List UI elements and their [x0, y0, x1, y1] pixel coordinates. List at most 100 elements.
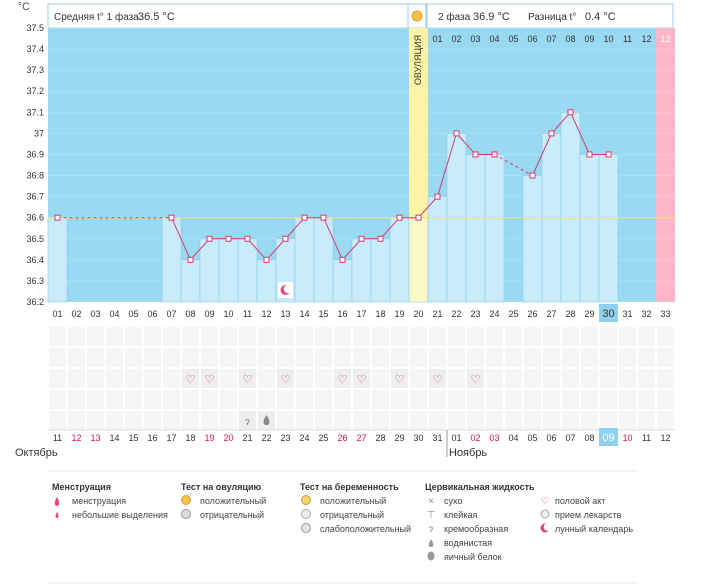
date-label: 21: [242, 433, 252, 443]
temperature-bar: [218, 238, 239, 303]
moon-icon-cutout: [543, 523, 552, 531]
grid-cell: [600, 327, 617, 346]
legend-cervical-title: Цервикальная жидкость: [425, 482, 535, 492]
grid-cell: [201, 390, 218, 409]
grid-cell: [581, 327, 598, 346]
date-label: 03: [489, 433, 499, 443]
grid-cell: [486, 348, 503, 367]
sex-cell: [353, 369, 370, 388]
grid-cell: [600, 390, 617, 409]
temperature-bar: [408, 217, 429, 303]
grid-cell: [68, 348, 85, 367]
data-point: [320, 214, 327, 221]
cycle-day-label: 26: [527, 309, 537, 319]
water-drop-icon: [428, 539, 434, 547]
grid-cell: [581, 411, 598, 430]
series-line: [190, 238, 210, 261]
grid-cell: [543, 348, 560, 367]
grid-cell: [410, 390, 427, 409]
ovulation-label: ОВУЛЯЦИЯ: [413, 35, 423, 85]
grid-cell: [106, 327, 123, 346]
symptom-grid: ♡ ♡ ♡ ♡ ♡ ♡ ♡ ♡ ♡ ɂ: [49, 327, 674, 430]
cycle-day-label: 23: [470, 309, 480, 319]
grid-cell: [49, 390, 66, 409]
legend-cervical-item: сухо: [444, 496, 462, 506]
grid-cell: [600, 411, 617, 430]
grid-cell: [220, 390, 237, 409]
grid-cell: [448, 411, 465, 430]
grid-cell: [543, 369, 560, 388]
legend-ovulation-test: Тест на овуляцию положительный отрицател…: [181, 482, 266, 520]
grid-cell: [315, 348, 332, 367]
date-label: 12: [660, 433, 670, 443]
grid-cell: [87, 390, 104, 409]
sticky-icon: ⊤: [427, 510, 436, 521]
grid-cell: [125, 327, 142, 346]
grid-cell: [163, 327, 180, 346]
grid-cell: [182, 390, 199, 409]
grid-cell: [372, 327, 389, 346]
heart-icon: ♡: [186, 374, 196, 386]
grid-cell: [581, 369, 598, 388]
date-label: 14: [109, 433, 119, 443]
top-day-label: 09: [584, 34, 594, 44]
grid-cell: [638, 327, 655, 346]
date-label: 13: [90, 433, 100, 443]
legend-cervical-item: клейкая: [444, 510, 477, 520]
top-day-label: 06: [527, 34, 537, 44]
grid-cell: [448, 390, 465, 409]
grid-cell: [638, 390, 655, 409]
date-label: 11: [53, 433, 62, 443]
temperature-bar: [465, 154, 486, 303]
pregnancy-negative-icon: [301, 509, 311, 519]
date-label: 17: [166, 433, 176, 443]
data-point: [358, 235, 365, 242]
grid-cell: [581, 390, 598, 409]
date-label: 06: [546, 433, 556, 443]
grid-cell: [258, 369, 275, 388]
date-label: 31: [432, 433, 442, 443]
data-point: [586, 151, 593, 158]
grid-cell: [49, 369, 66, 388]
date-label: 27: [356, 433, 366, 443]
grid-cell: [87, 327, 104, 346]
date-label: 22: [261, 433, 271, 443]
cycle-day-label: 14: [299, 309, 309, 319]
temperature-bar: [560, 112, 581, 303]
grid-cell: [220, 348, 237, 367]
grid-cell: [144, 348, 161, 367]
cycle-day-label: 09: [204, 309, 214, 319]
y-tick-label: 36.4: [26, 255, 44, 265]
series-line: [323, 217, 343, 261]
grid-cell: [619, 390, 636, 409]
chart-header: °C Средняя t° 1 фаза 36.5 °C 2 фаза 36.9…: [18, 1, 674, 29]
date-label: 15: [128, 433, 138, 443]
temperature-bar: [256, 259, 277, 303]
data-point: [187, 256, 194, 263]
grid-cell: [448, 348, 465, 367]
grid-cell: [125, 348, 142, 367]
top-label-bg: [656, 30, 675, 46]
grid-cell: [315, 411, 332, 430]
cycle-day-label: 11: [243, 309, 252, 319]
ovulation-negative-icon: [181, 509, 191, 519]
grid-cell: [296, 327, 313, 346]
grid-cell: [220, 411, 237, 430]
data-point: [282, 235, 289, 242]
grid-cell: [638, 369, 655, 388]
legend-other-item: прием лекарств: [555, 510, 622, 520]
top-day-label: 11: [623, 34, 632, 44]
cycle-day-label: 15: [318, 309, 328, 319]
heart-icon: ♡: [243, 374, 253, 386]
grid-cell: [334, 411, 351, 430]
cycle-day-label: 12: [261, 309, 271, 319]
data-point: [206, 235, 213, 242]
cycle-day-label: 18: [375, 309, 385, 319]
y-tick-label: 36.6: [26, 213, 44, 223]
grid-cell: [391, 390, 408, 409]
legend-cervical-item: водянистая: [444, 538, 492, 548]
data-point: [396, 214, 403, 221]
grid-cell: [429, 348, 446, 367]
grid-cell: [391, 348, 408, 367]
phase1-label: Средняя t° 1 фаза: [54, 11, 139, 23]
